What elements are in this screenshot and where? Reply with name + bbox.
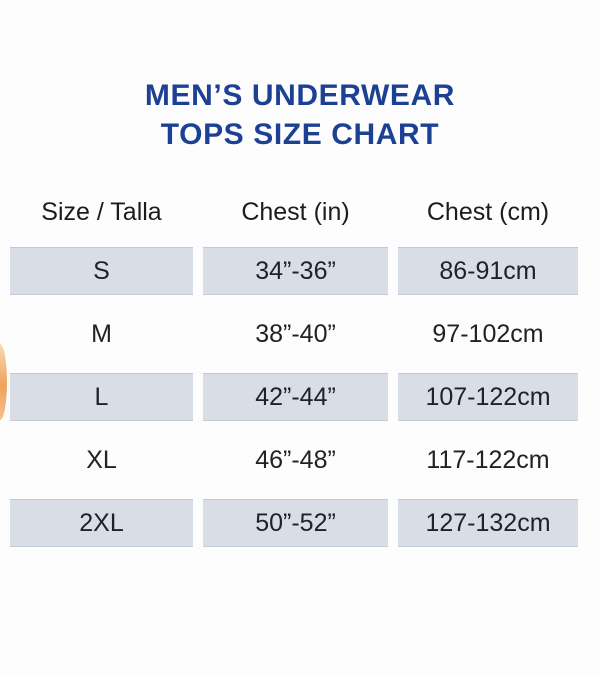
chest-in-cell: 50”-52” [203, 499, 388, 547]
size-cell: L [10, 373, 193, 421]
left-edge-accent [0, 344, 7, 420]
chest-cm-cell: 97-102cm [432, 319, 544, 348]
column-header-chest-in: Chest (in) [241, 197, 350, 226]
chest-in-cell: 46”-48” [255, 445, 336, 474]
column-header-chest-cm: Chest (cm) [426, 197, 550, 226]
page-title-line1: MEN’S UNDERWEAR [144, 79, 456, 112]
size-chart-table: Size / Talla Chest (in) Chest (cm) S 34”… [10, 192, 600, 547]
page-title-line2: TOPS SIZE CHART [160, 118, 440, 151]
size-cell: 2XL [10, 499, 193, 547]
chest-cm-cell: 107-122cm [398, 373, 578, 421]
size-cell: M [91, 319, 112, 348]
page-title: MEN’S UNDERWEAR TOPS SIZE CHART [0, 76, 600, 154]
size-cell: XL [86, 445, 117, 474]
chest-cm-cell: 86-91cm [398, 247, 578, 295]
column-header-size: Size / Talla [41, 197, 162, 226]
chest-in-cell: 34”-36” [203, 247, 388, 295]
chest-in-cell: 42”-44” [203, 373, 388, 421]
chest-cm-cell: 127-132cm [398, 499, 578, 547]
chest-cm-cell: 117-122cm [426, 445, 550, 474]
size-cell: S [10, 247, 193, 295]
chest-in-cell: 38”-40” [255, 319, 336, 348]
